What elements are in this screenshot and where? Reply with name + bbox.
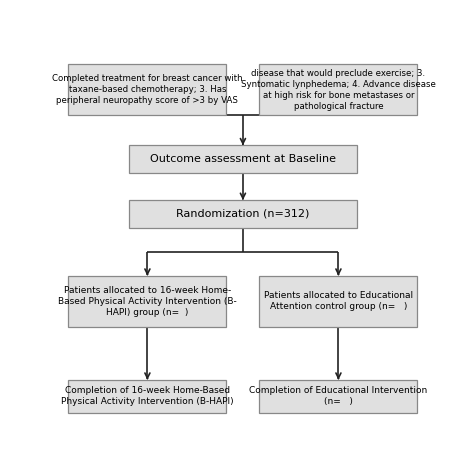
FancyBboxPatch shape	[259, 276, 418, 327]
FancyBboxPatch shape	[68, 276, 227, 327]
Text: Completed treatment for breast cancer with
taxane-based chemotherapy; 3. Has
per: Completed treatment for breast cancer wi…	[52, 74, 243, 105]
Text: Randomization (n=312): Randomization (n=312)	[176, 209, 310, 219]
Text: Patients allocated to 16-week Home-
Based Physical Activity Intervention (B-
HAP: Patients allocated to 16-week Home- Base…	[58, 286, 237, 317]
Text: Patients allocated to Educational
Attention control group (n=   ): Patients allocated to Educational Attent…	[264, 292, 413, 311]
Text: Completion of 16-week Home-Based
Physical Activity Intervention (B-HAPI): Completion of 16-week Home-Based Physica…	[61, 386, 234, 406]
FancyBboxPatch shape	[259, 380, 418, 413]
FancyBboxPatch shape	[68, 380, 227, 413]
FancyBboxPatch shape	[129, 200, 357, 228]
Text: Outcome assessment at Baseline: Outcome assessment at Baseline	[150, 154, 336, 164]
FancyBboxPatch shape	[68, 64, 227, 115]
Text: Completion of Educational Intervention
(n=   ): Completion of Educational Intervention (…	[249, 386, 428, 406]
FancyBboxPatch shape	[259, 64, 418, 115]
Text: disease that would preclude exercise; 3.
Syntomatic lynphedema; 4. Advance disea: disease that would preclude exercise; 3.…	[241, 69, 436, 111]
FancyBboxPatch shape	[129, 146, 357, 173]
